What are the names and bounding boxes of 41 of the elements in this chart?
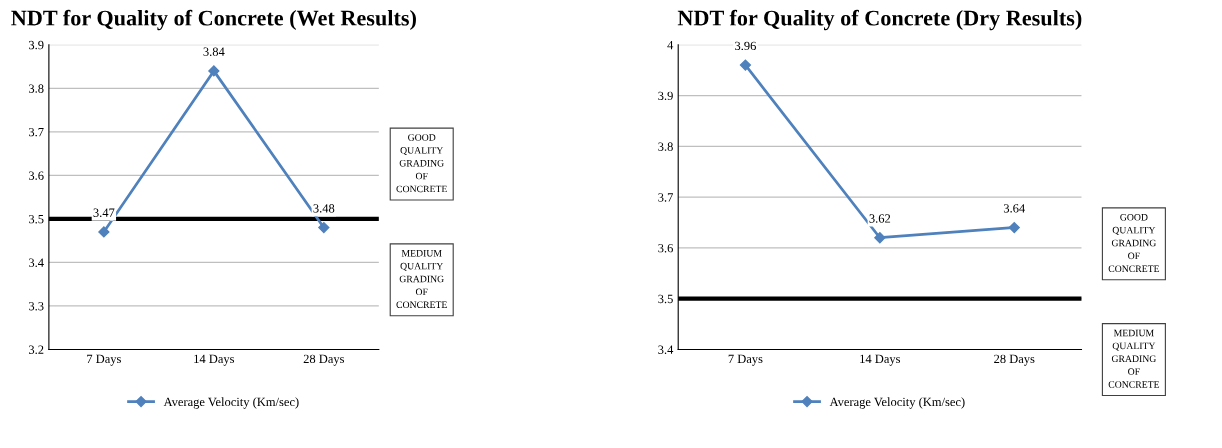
text: GOOD QUALITY GRADING OF CONCRETE <box>1108 214 1160 272</box>
y-tick-label: 3.7 <box>28 127 44 137</box>
y-tick-label: 3.5 <box>658 294 673 304</box>
legend-label: Average Velocity (Km/sec) <box>163 397 299 409</box>
data-label: 3.84 <box>203 47 225 56</box>
y-tick-label: 4 <box>667 40 674 50</box>
y-tick-label: 3.8 <box>658 142 673 151</box>
point <box>874 232 886 244</box>
legend-label: Average Velocity (Km/sec) <box>829 397 965 409</box>
y-tick-label: 3.3 <box>28 301 44 311</box>
data-label: 3.47 <box>93 208 115 217</box>
y-tick-label: 3.2 <box>28 345 44 354</box>
text: MEDIUM QUALITY GRADING OF CONCRETE <box>396 250 447 308</box>
chart-title: NDT for Quality of Concrete (Dry Results) <box>677 9 1082 31</box>
y-tick-label: 3.4 <box>658 345 674 354</box>
text: GOOD QUALITY GRADING OF CONCRETE <box>396 134 447 193</box>
x-tick-label: 7 Days <box>87 354 121 366</box>
point <box>208 65 220 77</box>
y-tick-label: 3.6 <box>658 243 673 253</box>
point <box>98 226 110 238</box>
y-tick-label: 3.8 <box>28 84 44 93</box>
y-tick-label: 3.5 <box>28 214 44 224</box>
x-tick-label: 28 Days <box>994 354 1035 366</box>
point <box>318 221 330 234</box>
data-label: 3.48 <box>313 204 335 213</box>
x-tick-label: 14 Days <box>860 354 901 366</box>
text: MEDIUM QUALITY GRADING OF CONCRETE <box>1108 329 1160 388</box>
y-tick-label: 3.9 <box>28 40 44 50</box>
data-label: 3.64 <box>1003 204 1025 213</box>
y-tick-label: 3.4 <box>28 258 44 267</box>
x-tick-label: 14 Days <box>194 354 235 366</box>
x-tick-label: 28 Days <box>303 354 345 366</box>
data-label: 3.62 <box>869 214 891 223</box>
y-tick-label: 3.6 <box>28 171 44 180</box>
data-label: 3.96 <box>735 41 756 51</box>
y-tick-label: 3.9 <box>658 91 673 101</box>
point <box>739 59 752 71</box>
y-tick-label: 3.7 <box>658 193 673 202</box>
x-tick-label: 7 Days <box>728 354 763 366</box>
chart-title: NDT for Quality of Concrete (Wet Results) <box>11 9 416 31</box>
point <box>1008 221 1020 234</box>
